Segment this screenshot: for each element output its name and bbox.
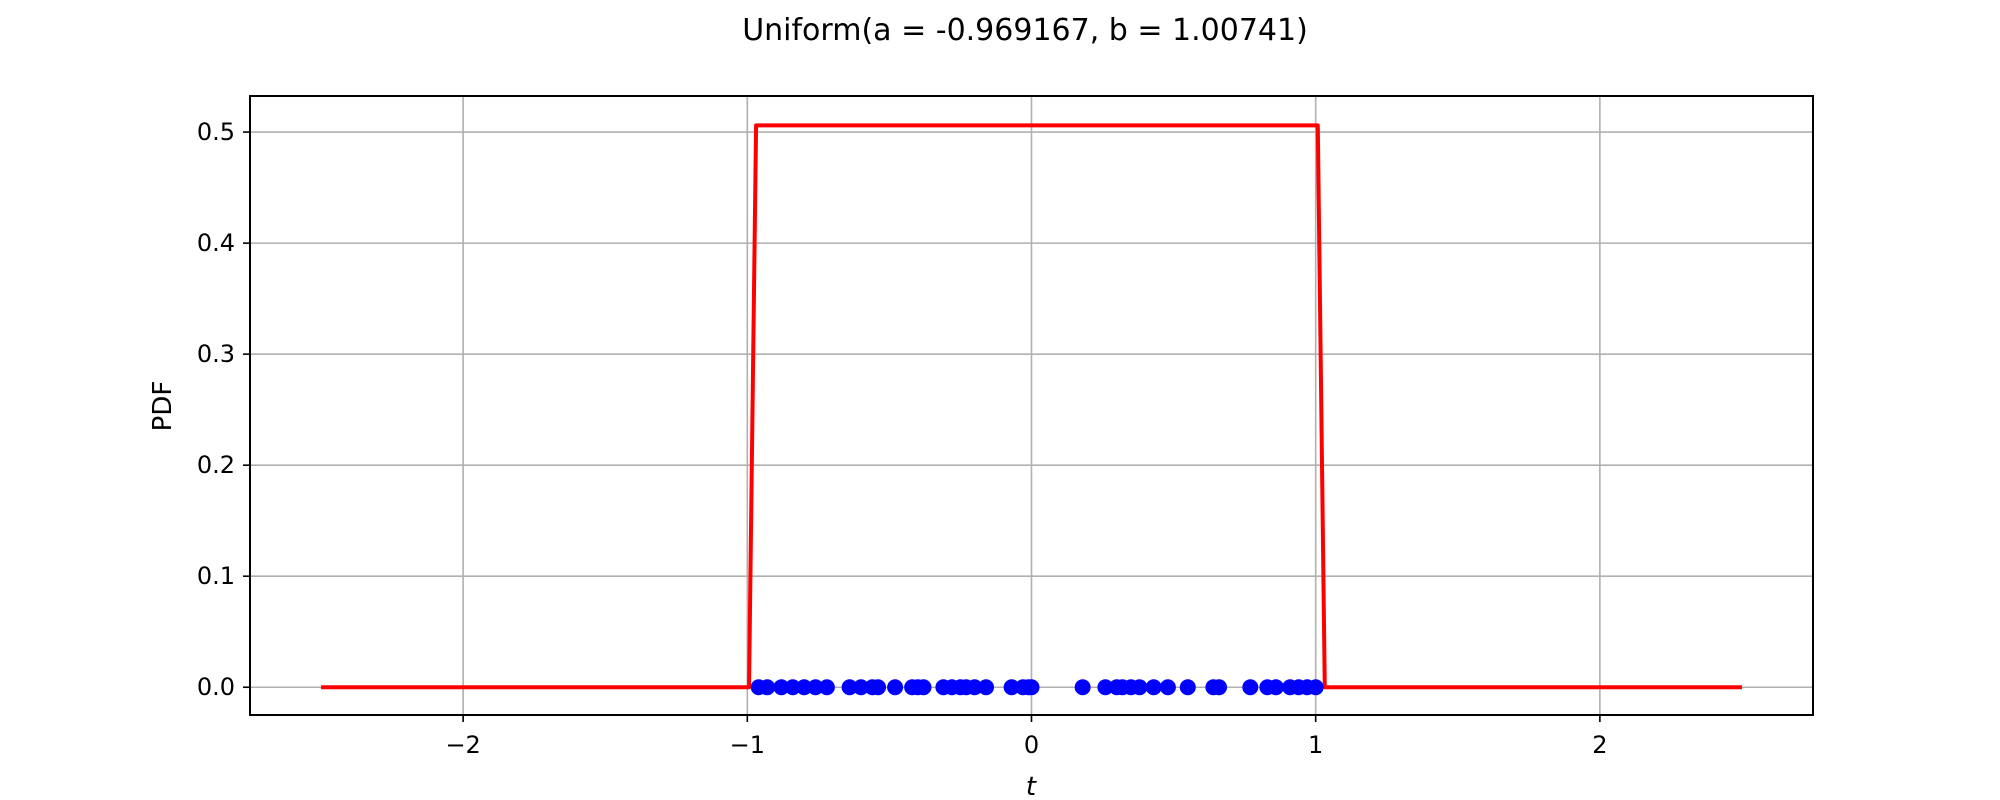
sample-point	[841, 679, 858, 696]
y-tick-label: 0.0	[197, 673, 235, 701]
x-tick-label: 0	[1024, 731, 1039, 759]
sample-point	[966, 679, 983, 696]
sample-point	[773, 679, 790, 696]
pdf-line	[321, 123, 1742, 690]
sample-point	[1159, 679, 1176, 696]
sample-point	[759, 679, 776, 696]
x-tick-label: 1	[1308, 731, 1323, 759]
sample-point	[915, 679, 932, 696]
sample-point	[807, 679, 824, 696]
sample-point	[1131, 679, 1148, 696]
axis-ticks: −2 −1 0 1 2 0.0 0.1 0.2 0.3 0.4 0.5	[197, 118, 1608, 759]
sample-point	[1074, 679, 1091, 696]
sample-point	[818, 679, 835, 696]
sample-point	[1179, 679, 1196, 696]
y-axis-label: PDF	[148, 381, 178, 432]
x-tick-label: 2	[1592, 731, 1607, 759]
chart-title: Uniform(a = -0.969167, b = 1.00741)	[742, 13, 1308, 48]
sample-point	[784, 679, 801, 696]
x-tick-label: −2	[445, 731, 480, 759]
sample-point	[1211, 679, 1228, 696]
sample-point	[852, 679, 869, 696]
y-tick-label: 0.3	[197, 340, 235, 368]
sample-point	[1003, 679, 1020, 696]
y-tick-label: 0.2	[197, 451, 235, 479]
sample-point	[870, 679, 887, 696]
x-axis-label: t	[1026, 772, 1037, 800]
sample-point	[1267, 679, 1284, 696]
y-tick-label: 0.4	[197, 229, 235, 257]
y-tick-label: 0.5	[197, 118, 235, 146]
sample-point	[1307, 679, 1324, 696]
y-tick-label: 0.1	[197, 562, 235, 590]
sample-point	[1097, 679, 1114, 696]
sample-point	[796, 679, 813, 696]
sample-point	[1145, 679, 1162, 696]
sample-point	[1242, 679, 1259, 696]
x-tick-label: −1	[730, 731, 765, 759]
sample-point	[887, 679, 904, 696]
sample-point	[978, 679, 995, 696]
sample-point	[1023, 679, 1040, 696]
plot-area	[321, 123, 1742, 696]
